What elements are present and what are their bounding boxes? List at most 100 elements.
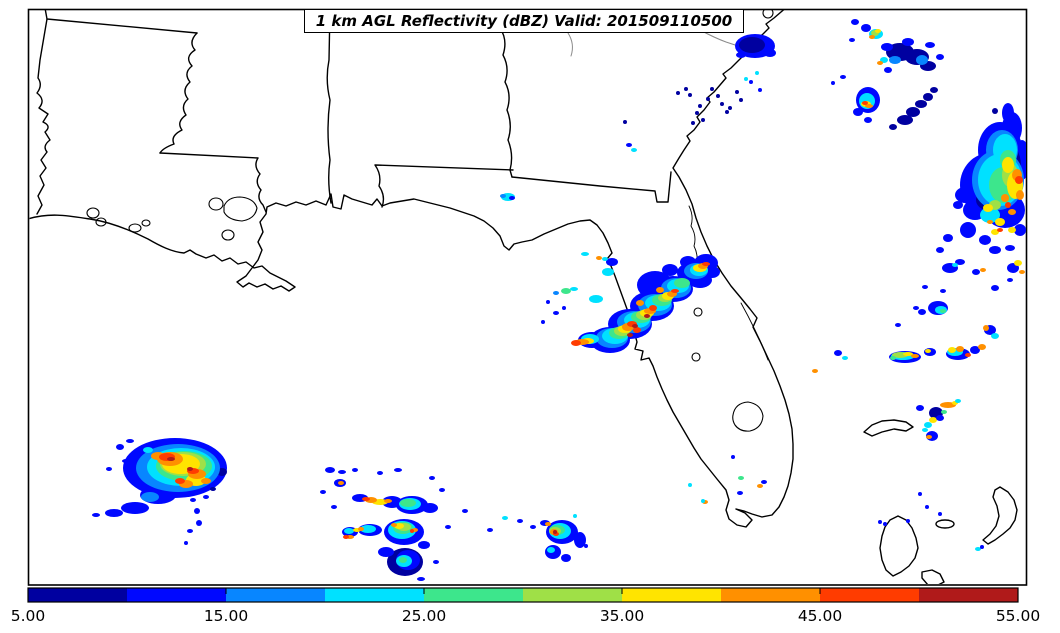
echo-blob <box>995 218 1005 226</box>
echo-blob <box>916 55 928 65</box>
echo-blob <box>698 104 702 108</box>
echo-blob <box>704 266 720 278</box>
echo-blob <box>632 324 638 328</box>
echo-blob <box>338 470 346 474</box>
island-small-south <box>921 569 945 584</box>
echo-blob <box>880 57 888 63</box>
echo-blob <box>545 522 551 526</box>
storm-cluster-bahamas_cells <box>878 399 984 551</box>
echo-blob <box>121 502 149 514</box>
echo-blob <box>983 325 989 331</box>
echo-blob <box>925 349 931 353</box>
echo-blob <box>701 118 705 122</box>
islands <box>863 419 1018 584</box>
echo-blob <box>574 532 586 548</box>
echo-blob <box>897 115 913 125</box>
echo-blob <box>989 246 1001 254</box>
echo-blob <box>187 467 193 471</box>
la-coastal-lake-3 <box>128 223 142 233</box>
echo-blob <box>936 247 944 253</box>
echo-blob <box>903 352 913 356</box>
echo-blob <box>210 487 216 491</box>
echo-blob <box>849 38 855 42</box>
echo-blob <box>731 455 735 459</box>
echo-blob <box>502 516 508 520</box>
reflectivity-echo-layer <box>92 19 1026 581</box>
echo-blob <box>1015 176 1023 184</box>
echo-blob <box>735 90 739 94</box>
echo-blob <box>764 49 776 57</box>
echo-blob <box>422 503 438 513</box>
echo-blob <box>122 459 130 463</box>
echo-blob <box>869 35 875 39</box>
lake-salvador <box>221 229 235 241</box>
echo-blob <box>602 268 614 276</box>
lake-moultrie <box>762 10 774 19</box>
plot-title-text: 1 km AGL Reflectivity (dBZ) Valid: 20150… <box>315 12 733 30</box>
echo-blob <box>940 402 956 408</box>
echo-blob <box>842 356 848 360</box>
echo-blob <box>924 422 932 428</box>
echo-blob <box>1008 227 1016 233</box>
echo-blob <box>890 356 896 360</box>
echo-blob <box>918 492 922 496</box>
echo-blob <box>936 415 944 421</box>
colorbar-outline <box>27 587 1019 603</box>
grand-bahama <box>863 419 914 437</box>
echo-blob <box>445 525 451 529</box>
echo-blob <box>343 535 349 539</box>
echo-blob <box>975 547 981 551</box>
echo-blob <box>889 124 897 130</box>
echo-blob <box>656 287 664 293</box>
storm-cluster-florida_interior_specks <box>688 455 767 504</box>
echo-blob <box>1008 209 1016 215</box>
echo-blob <box>980 268 986 272</box>
echo-blob <box>135 450 143 454</box>
echo-blob <box>940 309 946 313</box>
echo-blob <box>877 61 883 65</box>
colorbar-tick-label: 35.00 <box>600 607 644 625</box>
echo-blob <box>1005 202 1011 208</box>
echo-blob <box>352 468 358 472</box>
echo-blob <box>851 19 859 25</box>
echo-blob <box>965 353 971 357</box>
echo-blob <box>960 222 976 238</box>
echo-blob <box>929 417 937 423</box>
echo-blob <box>953 201 963 209</box>
echo-blob <box>906 519 910 523</box>
echo-blob <box>1005 245 1015 251</box>
colorbar-tick-label: 45.00 <box>798 607 842 625</box>
echo-blob <box>1007 278 1013 282</box>
lake-okeechobee <box>732 401 764 432</box>
echo-blob <box>980 545 984 549</box>
fl-lake-3 <box>691 352 701 362</box>
echo-blob <box>462 509 468 513</box>
border-tx-la <box>36 18 51 215</box>
echo-blob <box>725 110 729 114</box>
echo-blob <box>684 87 688 91</box>
echo-blob <box>562 306 566 310</box>
la-coastal-lake-1 <box>86 207 100 219</box>
echo-blob <box>840 75 846 79</box>
echo-blob <box>875 29 881 33</box>
echo-blob <box>991 229 999 235</box>
storm-cluster-atlantic_mid_scatter <box>812 259 1025 373</box>
lakes <box>86 10 774 432</box>
lagoon-lines <box>688 205 769 361</box>
echo-blob <box>997 228 1003 232</box>
colorbar-segment-40dbz <box>721 588 821 602</box>
echo-blob <box>194 508 200 514</box>
echo-blob <box>596 256 602 260</box>
storm-cluster-atlantic_large_cluster <box>936 103 1026 254</box>
echo-blob <box>530 525 536 529</box>
echo-blob <box>1014 224 1026 236</box>
echo-blob <box>602 257 608 261</box>
echo-blob <box>915 100 927 108</box>
echo-blob <box>812 369 818 373</box>
echo-blob <box>676 91 680 95</box>
echo-blob <box>325 467 335 473</box>
echo-blob <box>749 80 753 84</box>
colorbar: 5.00 15.00 25.00 35.00 45.00 55.00 <box>11 587 1040 625</box>
echo-blob <box>755 71 759 75</box>
